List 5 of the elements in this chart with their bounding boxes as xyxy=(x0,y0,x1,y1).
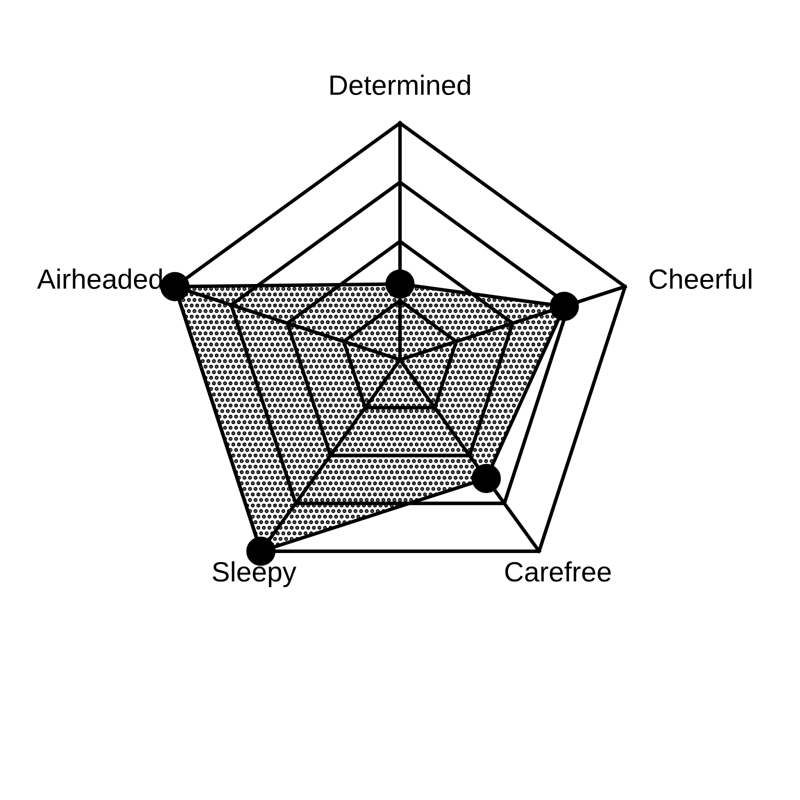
spoke-label: Airheaded xyxy=(37,268,162,289)
spoke-label: Determined xyxy=(330,74,470,96)
spoke-label: Cheerful xyxy=(650,268,752,289)
spoke-label: Carefree xyxy=(505,561,611,582)
spoke-label: Sleepy xyxy=(212,561,296,588)
